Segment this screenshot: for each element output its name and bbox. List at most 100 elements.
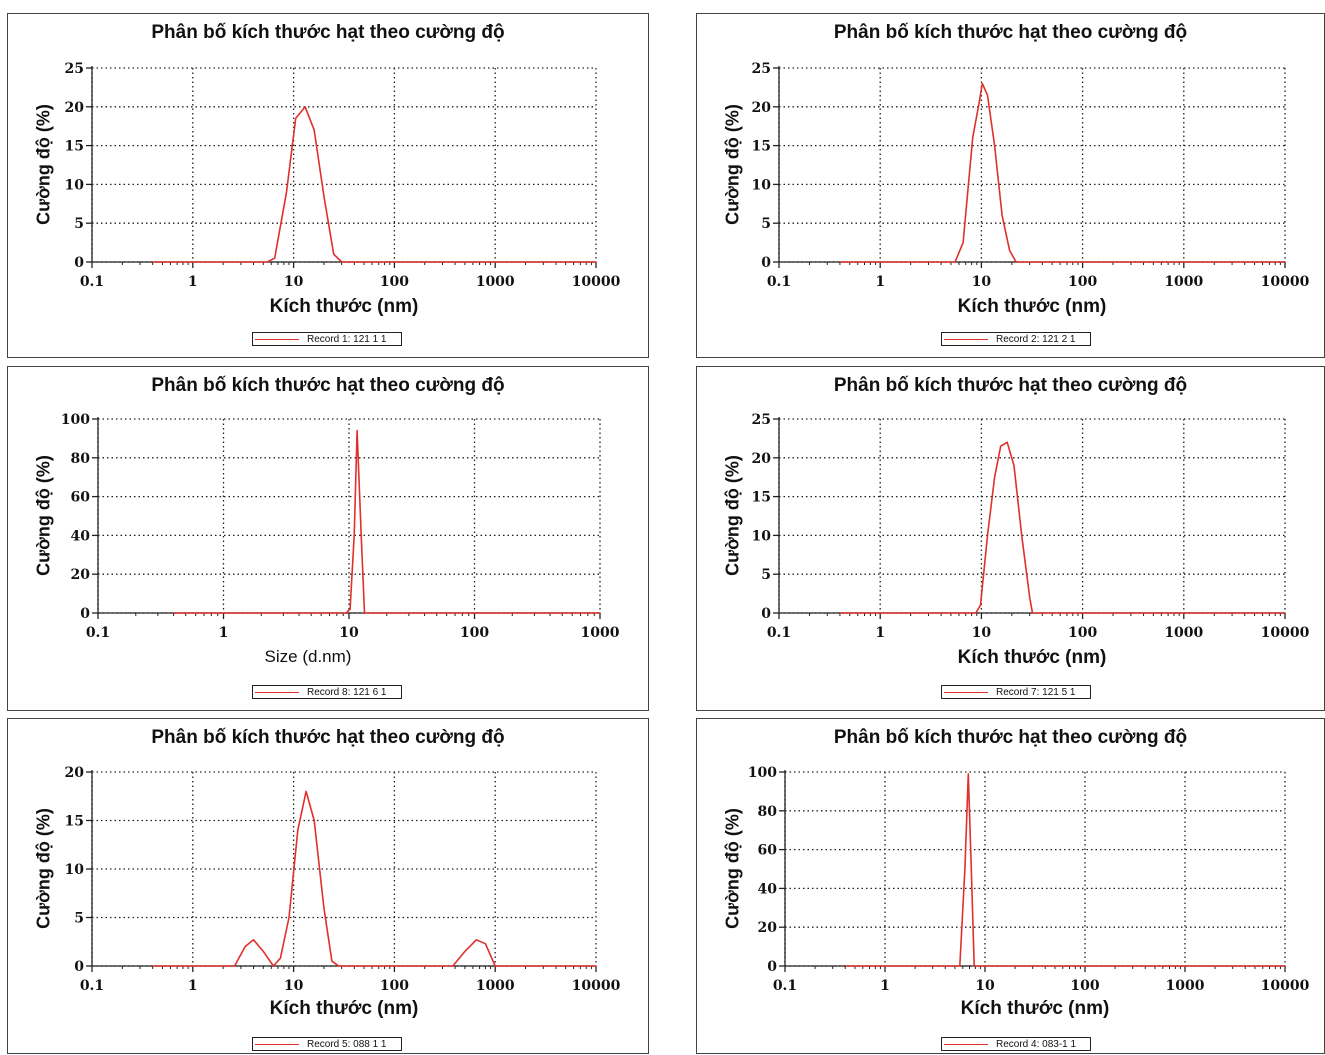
x-tick-label: 0.1 [80,274,104,290]
x-tick-label: 1000 [1164,625,1203,641]
x-tick-label: 10 [975,978,995,994]
legend-box: Record 1: 121 1 1 [252,332,402,346]
x-tick-label: 1 [875,625,885,641]
y-tick-label: 40 [71,528,91,544]
x-tick-label: 0.1 [773,978,797,994]
chart-plot-svg: 0.1 1 10 100 1000 0 20 40 60 80 100 [61,412,620,641]
x-tick-label: 10 [972,274,992,290]
chart-plot-svg: 0.1 1 10 100 1000 10000 0 20 40 60 80 100 [748,765,1310,994]
x-tick-label: 10000 [1261,274,1310,290]
series-line [839,441,1285,614]
x-axis-label: Kích thước (nm) [957,296,1107,317]
y-axis-label: Cường độ (%) [33,455,54,576]
legend-label: Record 5: 088 1 1 [307,1038,387,1050]
x-tick-label: 10000 [1261,625,1310,641]
y-tick-label: 15 [65,814,84,830]
y-tick-label: 15 [65,139,84,155]
legend-label: Record 4: 083-1 1 [996,1038,1077,1050]
legend-swatch [944,1043,988,1045]
x-tick-label: 1 [875,274,885,290]
chart-plot-svg: 0.1 1 10 100 1000 10000 0 5 10 15 20 25 [752,61,1310,290]
y-tick-label: 5 [761,216,771,232]
legend-label: Record 1: 121 1 1 [307,333,387,345]
legend-swatch [944,691,988,693]
x-tick-label: 100 [1068,625,1097,641]
legend-swatch [255,691,299,693]
y-tick-label: 15 [752,139,771,155]
legend-box: Record 2: 121 2 1 [941,332,1091,346]
x-tick-label: 1 [188,978,198,994]
legend-swatch [944,338,988,340]
y-tick-label: 60 [71,490,91,506]
y-tick-label: 0 [761,606,771,622]
y-axis-label: Cường độ (%) [722,104,743,225]
x-axis-label: Kích thước (nm) [957,647,1107,668]
legend-swatch [255,1043,299,1045]
series-line [152,106,596,263]
x-tick-label: 10 [284,274,304,290]
x-tick-label: 1000 [476,978,515,994]
x-tick-label: 100 [1070,978,1099,994]
chart-title: Phân bố kích thước hạt theo cường độ [833,22,1188,43]
y-tick-label: 0 [80,606,90,622]
legend-swatch [255,338,299,340]
x-tick-label: 100 [380,274,409,290]
y-axis-label: Cường độ (%) [33,808,54,929]
x-tick-label: 1 [880,978,890,994]
y-tick-label: 25 [752,61,771,77]
x-tick-label: 1000 [581,625,620,641]
y-tick-label: 0 [767,959,777,975]
y-tick-label: 15 [752,490,771,506]
chart-panel-3: Phân bố kích thước hạt theo cường độ 0.1 1… [7,366,649,711]
chart-title: Phân bố kích thước hạt theo cường độ [151,375,505,396]
x-tick-label: 1000 [1166,978,1205,994]
y-tick-label: 5 [761,567,771,583]
legend-label: Record 8: 121 6 1 [307,686,387,698]
legend-box: Record 4: 083-1 1 [941,1037,1091,1051]
x-tick-label: 10000 [572,978,621,994]
legend-label: Record 2: 121 2 1 [996,333,1076,345]
x-axis-label: Size (d.nm) [264,647,352,666]
y-tick-label: 80 [758,804,778,820]
x-tick-label: 1000 [1164,274,1203,290]
y-axis-label: Cường độ (%) [722,455,743,576]
chart-panel-4: Phân bố kích thước hạt theo cường độ 0.1 1… [696,366,1325,711]
legend-label: Record 7: 121 5 1 [996,686,1076,698]
y-tick-label: 20 [65,100,85,116]
y-tick-label: 20 [752,451,772,467]
chart-panel-1: Phân bố kích thước hạt theo cường độ 0.1 1… [7,13,649,358]
y-tick-label: 0 [74,959,84,975]
x-tick-label: 1 [188,274,198,290]
y-tick-label: 40 [758,881,778,897]
chart-title: Phân bố kích thước hạt theo cường độ [151,22,505,43]
y-tick-label: 20 [65,765,85,781]
y-tick-label: 10 [752,528,772,544]
x-tick-label: 10 [339,625,359,641]
y-tick-label: 5 [74,911,84,927]
y-tick-label: 25 [752,412,771,428]
x-tick-label: 10 [972,625,992,641]
y-tick-label: 80 [71,451,91,467]
y-tick-label: 10 [65,862,85,878]
series-line [845,773,1285,967]
y-tick-label: 60 [758,843,778,859]
series-line [173,429,600,614]
x-tick-label: 100 [460,625,489,641]
chart-panel-2: Phân bố kích thước hạt theo cường độ 0.1 1… [696,13,1325,358]
y-tick-label: 25 [65,61,84,77]
series-line [152,790,596,967]
legend-box: Record 5: 088 1 1 [252,1037,402,1051]
y-axis-label: Cường độ (%) [33,104,54,225]
chart-panel-6: Phân bố kích thước hạt theo cường độ 0.1 1… [696,718,1325,1054]
x-axis-label: Kích thước (nm) [960,998,1110,1019]
y-tick-label: 100 [61,412,90,428]
x-tick-label: 1000 [476,274,515,290]
y-tick-label: 20 [71,567,91,583]
x-tick-label: 10000 [1261,978,1310,994]
x-tick-label: 0.1 [767,274,791,290]
x-tick-label: 1 [219,625,229,641]
chart-title: Phân bố kích thước hạt theo cường độ [833,727,1188,748]
x-tick-label: 100 [1068,274,1097,290]
y-tick-label: 20 [752,100,772,116]
chart-plot-svg: 0.1 1 10 100 1000 10000 0 5 10 15 20 25 [752,412,1310,641]
